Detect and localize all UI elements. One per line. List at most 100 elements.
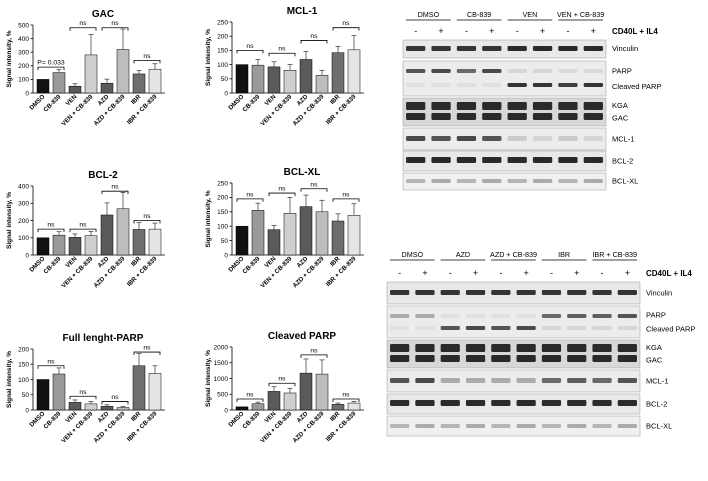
blot-band [583, 179, 603, 183]
treatment-sign: + [625, 268, 630, 278]
blot-band [440, 314, 460, 318]
bar-7 [132, 365, 146, 411]
significance-label: ns [79, 222, 87, 229]
treatment-sign: + [574, 268, 579, 278]
bar-6 [315, 373, 329, 411]
bar-5 [100, 82, 114, 94]
bar-chart-6: Cleaved PARP Signal intensity, % 0 500 1000 1… [205, 331, 364, 444]
y-tick-label: 250 [217, 180, 228, 187]
bar-4 [84, 403, 98, 411]
blot-band [482, 157, 502, 163]
bar-6 [315, 211, 329, 256]
blot-band [491, 378, 511, 383]
bar-4 [283, 70, 297, 94]
x-tick-label: CB-839 [241, 410, 261, 430]
x-tick-label: IBR + CB-839 [126, 93, 159, 126]
blot-band [507, 69, 527, 73]
blot-band [541, 344, 562, 352]
blot-band [592, 326, 612, 330]
x-tick-label: CB-839 [42, 410, 62, 430]
lane-group-label: AZD [456, 250, 470, 259]
blot-band [482, 83, 502, 87]
significance-label: ns [47, 358, 55, 365]
blot-band [431, 113, 451, 120]
protein-label: PARP [646, 311, 666, 320]
blot-band [532, 136, 553, 141]
x-tick-label: IBR + CB-839 [325, 410, 358, 443]
blot-band [482, 102, 502, 110]
bar-1 [36, 237, 50, 256]
blot-band [415, 378, 435, 383]
blot-band [465, 400, 486, 406]
blot-band [465, 344, 486, 352]
blot-band [456, 136, 477, 141]
blot-band [491, 344, 511, 352]
blot-band [541, 314, 562, 318]
blot-band [617, 290, 637, 295]
y-tick-label: 1500 [214, 360, 229, 367]
blot-band [406, 102, 426, 110]
treatment-sign: - [550, 268, 553, 278]
bar-4 [283, 212, 297, 256]
blot-band [415, 344, 435, 352]
protein-label: BCL-2 [646, 399, 667, 408]
bar-5 [299, 206, 313, 256]
y-tick-label: 50 [221, 76, 229, 83]
blot-band [440, 400, 460, 406]
treatment-sign: - [566, 26, 569, 36]
blot-band [406, 69, 426, 73]
significance-label: ns [246, 43, 254, 50]
treatment-sign: + [473, 268, 478, 278]
significance-label: ns [246, 191, 254, 198]
blot-band [558, 83, 578, 87]
lane-group-label: CB-839 [467, 10, 491, 19]
blot-band [440, 355, 460, 362]
blot-band [456, 69, 477, 73]
lane-group-label: VEN + CB-839 [557, 10, 604, 19]
treatment-sign: + [540, 26, 545, 36]
protein-label: Vinculin [646, 289, 672, 298]
y-axis-label: Signal intensity, % [6, 192, 13, 249]
blot-band [567, 314, 587, 318]
significance-bracket [101, 27, 129, 31]
bar-5 [100, 406, 114, 411]
blot-band [456, 102, 477, 110]
blot-band [516, 314, 536, 318]
y-tick-label: 100 [18, 77, 29, 84]
y-tick-label: 0 [25, 252, 29, 259]
blot-band [456, 179, 477, 183]
blot-band [583, 83, 603, 87]
lane-group-label: IBR + CB-839 [592, 250, 637, 259]
x-tick-label: IBR + CB-839 [126, 410, 159, 443]
bar-7 [331, 220, 345, 256]
y-tick-label: 400 [18, 183, 29, 190]
blot-band [516, 326, 536, 330]
significance-label: ns [79, 20, 87, 27]
blot-band [465, 424, 486, 428]
blot-band [482, 179, 502, 183]
blot-band [456, 157, 477, 163]
blot-band [390, 326, 410, 330]
blot-band [415, 314, 435, 318]
significance-bracket [133, 59, 161, 64]
blot-band [558, 157, 578, 163]
blot-membrane [386, 281, 641, 305]
x-tick-label: IBR [329, 410, 342, 423]
bar-8 [347, 402, 361, 411]
blot-band [406, 83, 426, 87]
blot-band [558, 179, 578, 183]
blot-band [617, 314, 637, 318]
y-axis-label: Signal intensity, % [6, 351, 13, 408]
blot-band [617, 424, 637, 428]
significance-label: ns [310, 181, 318, 188]
y-tick-label: 150 [18, 362, 29, 369]
blot-band [516, 344, 536, 352]
blot-membrane [386, 369, 641, 393]
bar-7 [331, 404, 345, 411]
bar-2 [251, 210, 265, 256]
y-tick-label: 0 [224, 407, 228, 414]
blot-band [507, 136, 527, 141]
blot-band [507, 179, 527, 183]
bar-6 [315, 75, 329, 94]
